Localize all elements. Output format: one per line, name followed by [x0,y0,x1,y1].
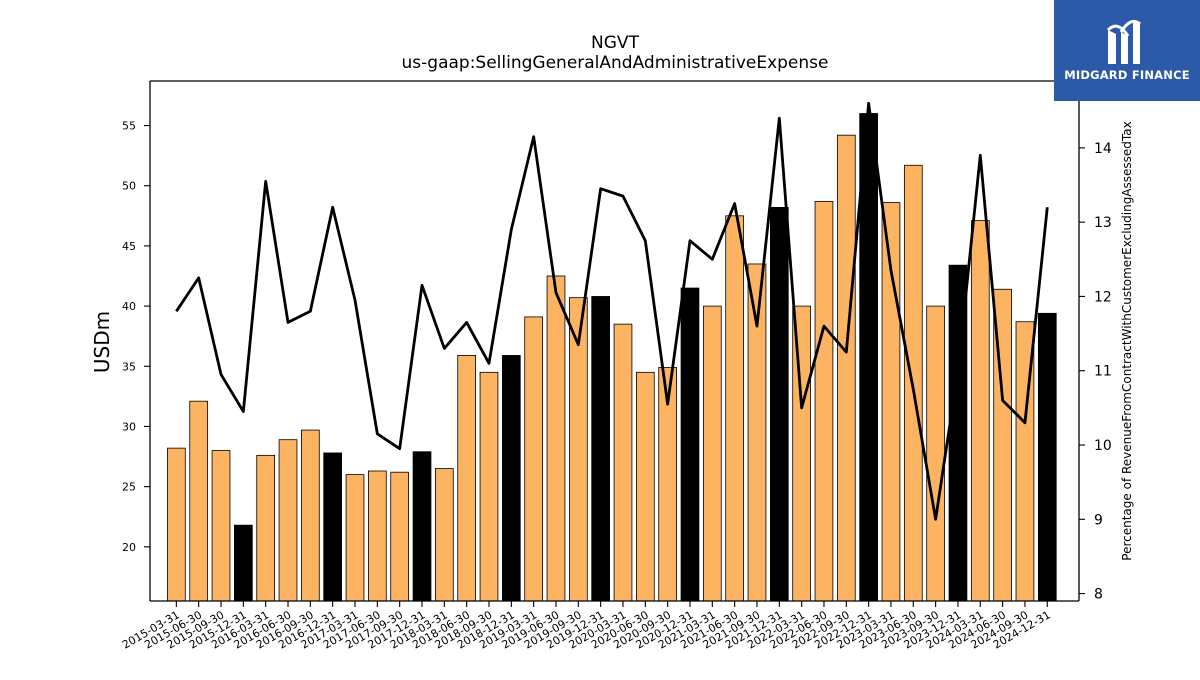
bar-2024-12-31 [1037,312,1057,602]
y-axis-label-right: Percentage of RevenueFromContractWithCus… [1120,121,1134,560]
y-axis-label-left: USDm [90,311,114,373]
bar-2022-09-30 [836,134,856,602]
bar-2023-09-30 [926,305,945,602]
bar-2016-03-31 [256,454,276,602]
bar-2021-03-31 [702,305,722,602]
bar-2022-03-31 [792,305,811,602]
y-tick-right-label: 10 [1094,438,1112,454]
bar-2016-12-31 [323,452,343,602]
y-tick-left-label: 25 [122,481,136,494]
bar-2020-06-30 [635,371,655,602]
bar-2020-12-31 [680,287,700,602]
bar-2021-06-30 [725,215,744,602]
bar-2024-03-31 [970,220,990,602]
brand-name: MIDGARD FINANCE [1064,68,1190,82]
y-tick-right-label: 13 [1094,215,1112,231]
y-tick-right-label: 8 [1094,587,1103,603]
bar-2018-03-31 [434,468,454,602]
bar-2020-03-31 [613,323,633,602]
bar-2018-12-31 [501,355,521,602]
y-tick-left-label: 50 [122,180,136,193]
bar-2015-03-31 [167,447,186,602]
bar-2017-03-31 [345,474,365,602]
y-ticks-left: 20 25 30 35 40 45 50 55 [122,120,150,554]
y-tick-left-label: 20 [122,541,136,554]
y-tick-left-label: 35 [122,360,136,373]
bar-2015-12-31 [234,524,253,602]
bar-2019-06-30 [546,275,566,602]
bar-2022-06-30 [814,200,834,602]
line-layer [175,101,1049,521]
bar-2016-06-30 [278,439,298,602]
y-ticks-right: 8 9 10 11 12 13 14 [1079,141,1112,603]
y-tick-left-label: 40 [122,300,136,313]
y-tick-left-label: 55 [122,120,136,133]
bar-2018-09-30 [479,371,499,602]
bar-2017-06-30 [367,470,387,602]
line-series-percentage [175,101,1049,521]
y-tick-right-label: 11 [1094,364,1112,380]
bar-2016-09-30 [301,429,320,602]
bar-2019-12-31 [591,296,610,602]
bar-2018-06-30 [457,355,477,602]
y-tick-right-label: 9 [1094,512,1103,528]
bar-2017-09-30 [390,471,410,602]
bar-2019-03-31 [524,316,543,602]
y-tick-right-label: 14 [1094,141,1112,157]
axes-layer [149,80,1080,602]
bars-layer [167,113,1057,602]
chart-subtitle: us-gaap:SellingGeneralAndAdministrativeE… [402,53,829,73]
y-tick-left-label: 45 [122,240,136,253]
bar-2017-12-31 [412,451,432,602]
bar-2015-06-30 [189,400,209,602]
midgard-logo-icon [1106,19,1141,64]
bar-2015-09-30 [211,450,231,602]
x-ticks: 2015-03-312015-06-302015-09-302015-12-31… [120,601,1053,652]
bar-2021-12-31 [769,206,789,602]
y-tick-left-label: 30 [122,420,136,433]
brand-logo: MIDGARD FINANCE [1054,0,1200,101]
y-tick-right-label: 12 [1094,289,1112,305]
chart-title: NGVT [591,33,640,53]
